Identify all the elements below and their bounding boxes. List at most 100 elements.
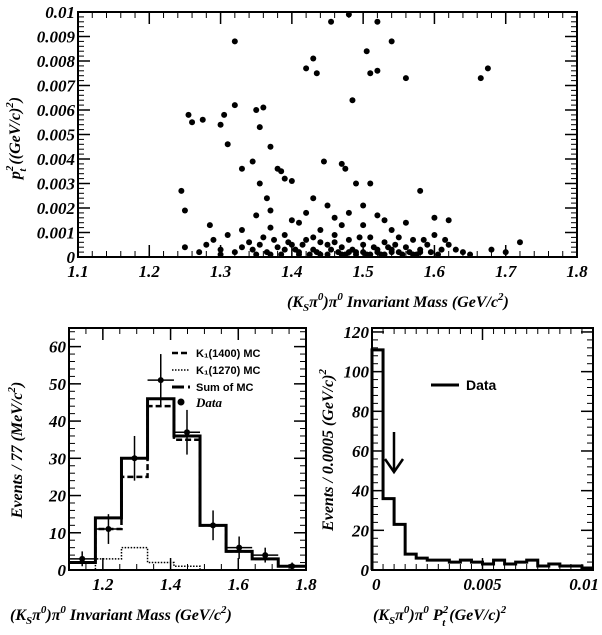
data-point: [210, 522, 217, 529]
scatter-point: [374, 18, 381, 25]
legend-data-swatch: [177, 398, 185, 406]
scatter-point: [217, 251, 224, 258]
br-axis-ticks: 0 0.005 0.01 0 20 40 60 80 100 120: [344, 323, 600, 594]
top-x-tick-label: 1.1: [67, 262, 88, 281]
scatter-point: [445, 241, 452, 248]
scatter-point: [238, 227, 245, 234]
bl-x-tick-label: 1.4: [160, 575, 181, 594]
top-y-tick-label: 0.004: [37, 150, 75, 169]
scatter-point: [267, 207, 274, 214]
top-panel: 1.1 1.2 1.3 1.4 1.5 1.6 1.7 1.8 0 0.001 0.002 0.003…: [4, 3, 588, 314]
scatter-point: [185, 111, 192, 118]
scatter-point: [331, 214, 338, 221]
scatter-point: [353, 180, 360, 187]
scatter-point: [434, 251, 441, 258]
scatter-point: [288, 178, 295, 185]
scatter-point: [303, 65, 310, 72]
scatter-point: [424, 241, 431, 248]
scatter-point: [431, 231, 438, 238]
scatter-point: [338, 222, 345, 229]
scatter-point: [324, 251, 331, 258]
scatter-point: [420, 236, 427, 243]
scatter-point: [381, 217, 388, 224]
scatter-point: [189, 119, 196, 126]
scatter-point: [445, 217, 452, 224]
bottom-right-panel: 0 0.005 0.01 0 20 40 60 80 100 120 Data (KSπ0)π0 …: [317, 323, 599, 629]
bl-data-points: [69, 354, 306, 570]
top-x-tick-label: 1.5: [353, 262, 375, 281]
br-legend: Data: [431, 377, 497, 393]
scatter-point: [181, 207, 188, 214]
bl-y-tick-label: 50: [49, 375, 67, 394]
arrow-head: [383, 458, 405, 475]
bl-axis-ticks: 1.2 1.4 1.6 1.8 0 10 20 30 40 50 60: [48, 328, 317, 594]
scatter-point: [338, 244, 345, 251]
scatter-point: [295, 251, 302, 258]
br-x-tick-label: 0: [372, 575, 381, 594]
scatter-point: [367, 234, 374, 241]
scatter-point: [338, 251, 345, 258]
scatter-point: [484, 65, 491, 72]
scatter-point: [253, 212, 260, 219]
scatter-point: [459, 249, 466, 256]
scatter-point: [246, 239, 253, 246]
scatter-point: [231, 38, 238, 45]
scatter-point: [328, 18, 335, 25]
legend-sum-label: Sum of MC: [196, 382, 253, 394]
top-x-tick-label: 1.3: [210, 262, 232, 281]
scatter-point: [274, 244, 281, 251]
top-x-tick-label: 1.2: [139, 262, 161, 281]
legend-k1270-label: K₁(1270) MC: [196, 365, 261, 377]
scatter-point: [392, 241, 399, 248]
scatter-point: [263, 249, 270, 256]
top-y-tick-label: 0.007: [37, 77, 77, 96]
data-point: [262, 552, 269, 559]
scatter-point: [263, 195, 270, 202]
data-point: [183, 429, 190, 436]
bl-legend: K₁(1400) MC K₁(1270) MC Sum of MC Data: [172, 348, 261, 410]
top-plot-frame: [77, 11, 578, 258]
top-y-tick-label: 0.003: [37, 175, 76, 194]
br-y-axis-title: Events / 0.0005 (GeV/c)2: [317, 369, 337, 532]
top-y-tick-label: 0.008: [37, 52, 76, 71]
br-x-tick-label: 0.005: [463, 575, 502, 594]
bl-y-tick-label: 10: [49, 524, 67, 543]
scatter-point: [328, 246, 335, 253]
top-y-tick-label: 0.009: [37, 28, 76, 47]
scatter-point: [217, 246, 224, 253]
scatter-point: [324, 202, 331, 209]
scatter-point: [203, 241, 210, 248]
scatter-point: [206, 222, 213, 229]
scatter-point: [381, 251, 388, 258]
scatter-point: [442, 236, 449, 243]
scatter-point: [317, 227, 324, 234]
br-y-tick-label: 0: [361, 561, 370, 580]
scatter-point: [231, 102, 238, 109]
br-y-tick-label: 80: [352, 402, 370, 421]
scatter-point: [502, 249, 509, 256]
scatter-point: [402, 244, 409, 251]
scatter-point: [224, 231, 231, 238]
bl-y-tick-label: 30: [48, 449, 67, 468]
scatter-point: [516, 239, 523, 246]
scatter-point: [271, 236, 278, 243]
scatter-point: [360, 222, 367, 229]
scatter-point: [353, 251, 360, 258]
scatter-point: [278, 251, 285, 258]
scatter-point: [324, 241, 331, 248]
scatter-point: [467, 251, 474, 258]
scatter-point: [370, 244, 377, 251]
scatter-point: [295, 219, 302, 226]
top-x-tick-label: 1.8: [566, 262, 588, 281]
top-x-tick-label: 1.4: [281, 262, 302, 281]
scatter-point: [345, 209, 352, 216]
scatter-point: [345, 236, 352, 243]
scatter-point: [360, 241, 367, 248]
top-y-tick-label: 0.006: [37, 101, 76, 120]
scatter-point: [367, 251, 374, 258]
scatter-point: [281, 175, 288, 182]
scatter-point: [306, 251, 313, 258]
br-y-tick-label: 40: [351, 482, 370, 501]
scatter-point: [431, 214, 438, 221]
scatter-point: [331, 239, 338, 246]
